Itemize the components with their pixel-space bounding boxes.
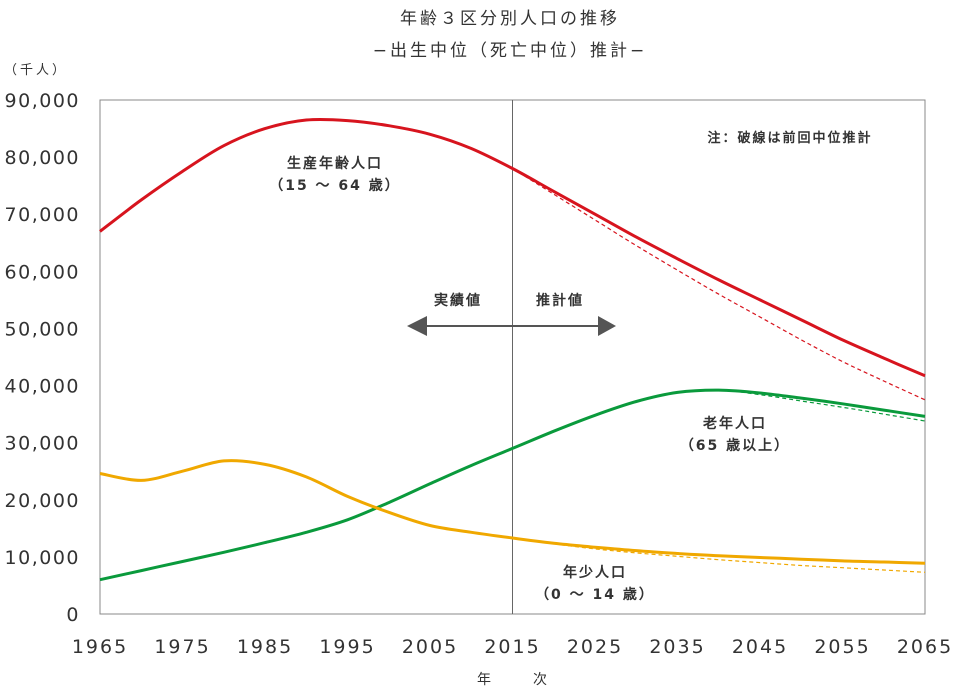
x-tick-label: 2055 (814, 636, 870, 658)
y-tick-label: 40,000 (5, 376, 80, 398)
x-tick-label: 2035 (649, 636, 705, 658)
y-tick-label: 20,000 (5, 490, 80, 512)
x-axis-label: 年 次 (477, 672, 561, 688)
series-sublabel-elderly: （65 歳以上） (680, 437, 790, 454)
series-line-elderly (99, 388, 926, 582)
y-axis-ticks: 0 10,000 20,000 30,000 40,000 50,000 60,000 70,… (5, 90, 80, 626)
y-tick-label: 70,000 (5, 204, 80, 226)
series-sublabel-youth: （0 ～ 14 歳） (535, 586, 655, 603)
y-tick-label: 60,000 (5, 261, 80, 283)
y-tick-label: 80,000 (5, 147, 80, 169)
y-tick-label: 30,000 (5, 433, 80, 455)
actual-values-label: 実績値 (434, 292, 482, 309)
previous-projection-line-working-age (512, 167, 926, 401)
y-tick-label: 50,000 (5, 318, 80, 340)
chart-title: 年齢３区分別人口の推移 (400, 9, 620, 29)
y-tick-label: 10,000 (5, 547, 80, 569)
y-axis-unit: （千人） (4, 63, 68, 78)
series-label-youth: 年少人口 (563, 564, 627, 581)
actual-projection-arrow (407, 316, 616, 336)
y-tick-label: 90,000 (5, 90, 80, 112)
x-axis-ticks: 1965 1975 1985 1995 2005 2015 2025 2035 2045 2055… (72, 636, 953, 658)
x-tick-label: 2025 (567, 636, 623, 658)
series-sublabel-working-age: （15 ～ 64 歳） (269, 177, 401, 194)
arrow-right-icon (598, 316, 616, 336)
previous-projection-line-elderly (512, 389, 926, 449)
x-tick-label: 1985 (237, 636, 293, 658)
y-tick-label: 0 (66, 604, 80, 626)
series-label-elderly: 老年人口 (703, 415, 767, 432)
series-line-working-age (99, 117, 926, 378)
chart-subtitle: −出生中位（死亡中位）推計− (373, 41, 648, 61)
series-lines (99, 117, 926, 582)
dashed-line-note: 注：破線は前回中位推計 (707, 130, 872, 146)
arrow-left-icon (407, 316, 427, 336)
x-tick-label: 1965 (72, 636, 128, 658)
x-tick-label: 2065 (897, 636, 953, 658)
x-tick-label: 2015 (484, 636, 540, 658)
projection-values-label: 推計値 (536, 292, 584, 309)
series-line-youth (99, 459, 926, 565)
x-tick-label: 1975 (154, 636, 210, 658)
x-tick-label: 1995 (319, 636, 375, 658)
series-label-working-age: 生産年齢人口 (287, 155, 383, 172)
x-tick-label: 2045 (732, 636, 788, 658)
x-tick-label: 2005 (402, 636, 458, 658)
